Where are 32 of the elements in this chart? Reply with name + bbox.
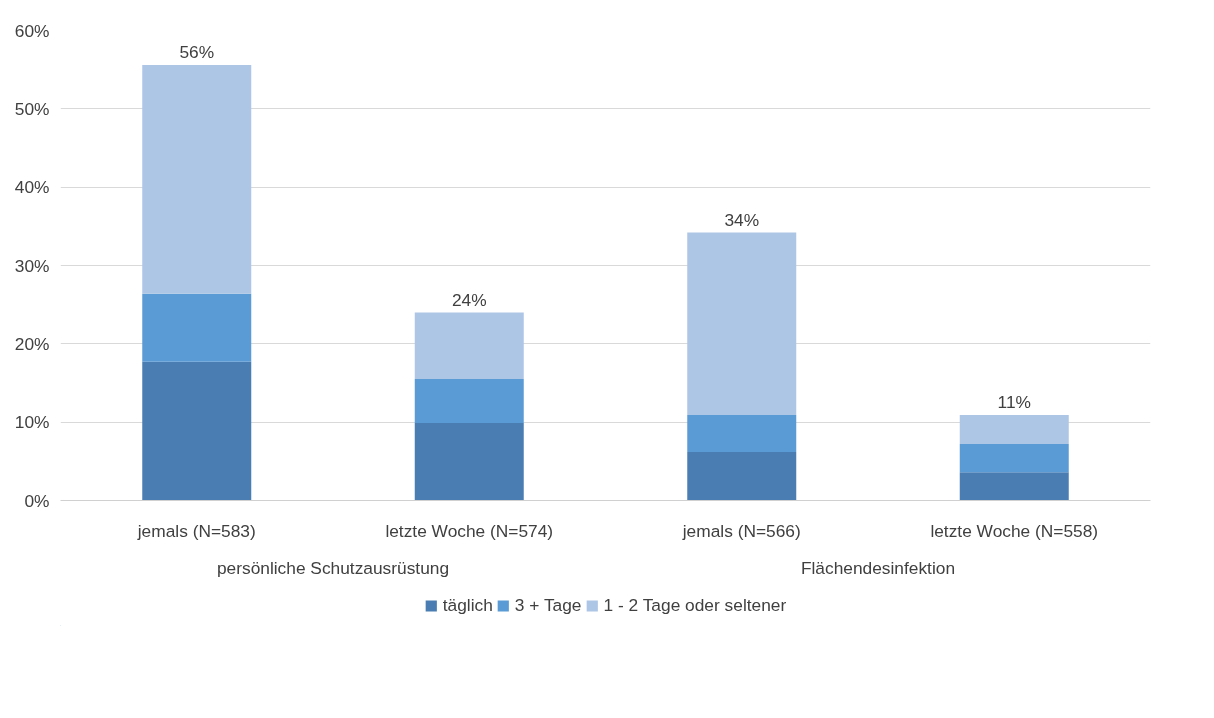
bar — [142, 361, 252, 501]
bar — [959, 444, 1069, 473]
total-label: 34% — [724, 209, 760, 230]
y-tick-label: 40% — [14, 177, 50, 198]
y-tick-label: 10% — [14, 412, 50, 433]
y-tick-label: 50% — [14, 98, 50, 119]
bar — [687, 232, 797, 416]
total-label: 24% — [451, 289, 487, 310]
x-tick-label: letzte Woche (N=558) — [930, 520, 1099, 541]
bar — [414, 379, 524, 423]
legend-label: 3 + Tage — [514, 594, 582, 616]
text: persönliche Schutzausrüstung — [216, 557, 450, 578]
bar — [142, 64, 252, 294]
total-label: 56% — [179, 41, 215, 62]
x-tick-label: jemals (N=583) — [136, 520, 256, 541]
bar — [959, 415, 1069, 445]
x-tick-label: letzte Woche (N=574) — [385, 520, 554, 541]
bar — [414, 422, 524, 501]
text: Flächendesinfektion — [800, 557, 956, 578]
y-tick-label: 30% — [14, 255, 50, 276]
y-tick-label: 20% — [14, 333, 50, 354]
x-tick-label: jemals (N=566) — [681, 520, 801, 541]
y-tick-label: 60% — [14, 20, 50, 41]
bar — [687, 415, 797, 452]
total-label: 11% — [997, 392, 1031, 413]
bar — [687, 451, 797, 501]
bar — [142, 293, 252, 362]
bar — [959, 472, 1069, 501]
legend-label: 1 - 2 Tage oder seltener — [603, 594, 787, 616]
legend-label: täglich — [442, 594, 493, 616]
bar — [414, 312, 524, 380]
y-tick-label: 0% — [24, 490, 50, 511]
